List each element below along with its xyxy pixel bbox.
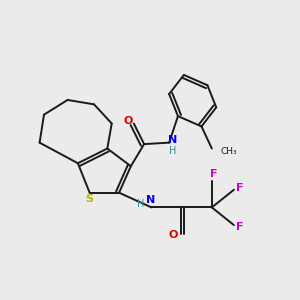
Text: H: H xyxy=(169,146,176,156)
Text: N: N xyxy=(146,195,155,205)
Text: O: O xyxy=(169,230,178,240)
Text: S: S xyxy=(85,194,93,204)
Text: H: H xyxy=(137,200,145,209)
Text: O: O xyxy=(124,116,133,126)
Text: N: N xyxy=(168,135,177,145)
Text: F: F xyxy=(236,183,244,193)
Text: F: F xyxy=(210,169,217,179)
Text: F: F xyxy=(236,222,244,232)
Text: CH₃: CH₃ xyxy=(221,147,237,156)
